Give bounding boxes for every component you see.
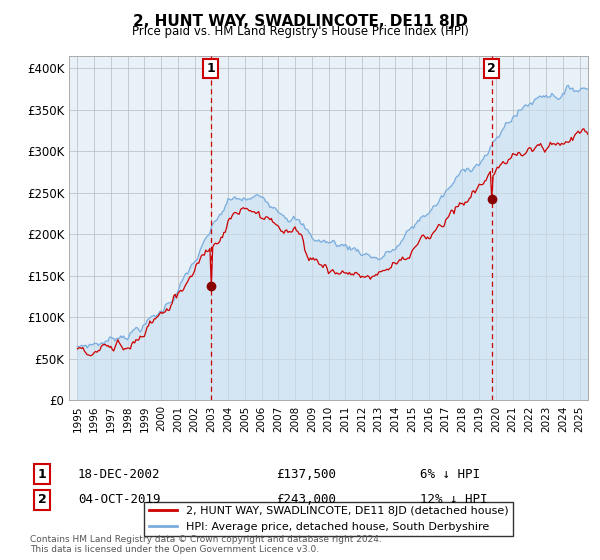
Text: 12% ↓ HPI: 12% ↓ HPI [420,493,487,506]
Text: 18-DEC-2002: 18-DEC-2002 [78,468,161,481]
Text: £243,000: £243,000 [276,493,336,506]
Text: Contains HM Land Registry data © Crown copyright and database right 2024.
This d: Contains HM Land Registry data © Crown c… [30,535,382,554]
Text: 6% ↓ HPI: 6% ↓ HPI [420,468,480,481]
Text: Price paid vs. HM Land Registry's House Price Index (HPI): Price paid vs. HM Land Registry's House … [131,25,469,38]
Text: 2, HUNT WAY, SWADLINCOTE, DE11 8JD: 2, HUNT WAY, SWADLINCOTE, DE11 8JD [133,14,467,29]
Text: £137,500: £137,500 [276,468,336,481]
Text: 1: 1 [206,62,215,75]
Text: 2: 2 [38,493,46,506]
Text: 04-OCT-2019: 04-OCT-2019 [78,493,161,506]
Legend: 2, HUNT WAY, SWADLINCOTE, DE11 8JD (detached house), HPI: Average price, detache: 2, HUNT WAY, SWADLINCOTE, DE11 8JD (deta… [145,502,512,536]
Text: 2: 2 [487,62,496,75]
Text: 1: 1 [38,468,46,481]
